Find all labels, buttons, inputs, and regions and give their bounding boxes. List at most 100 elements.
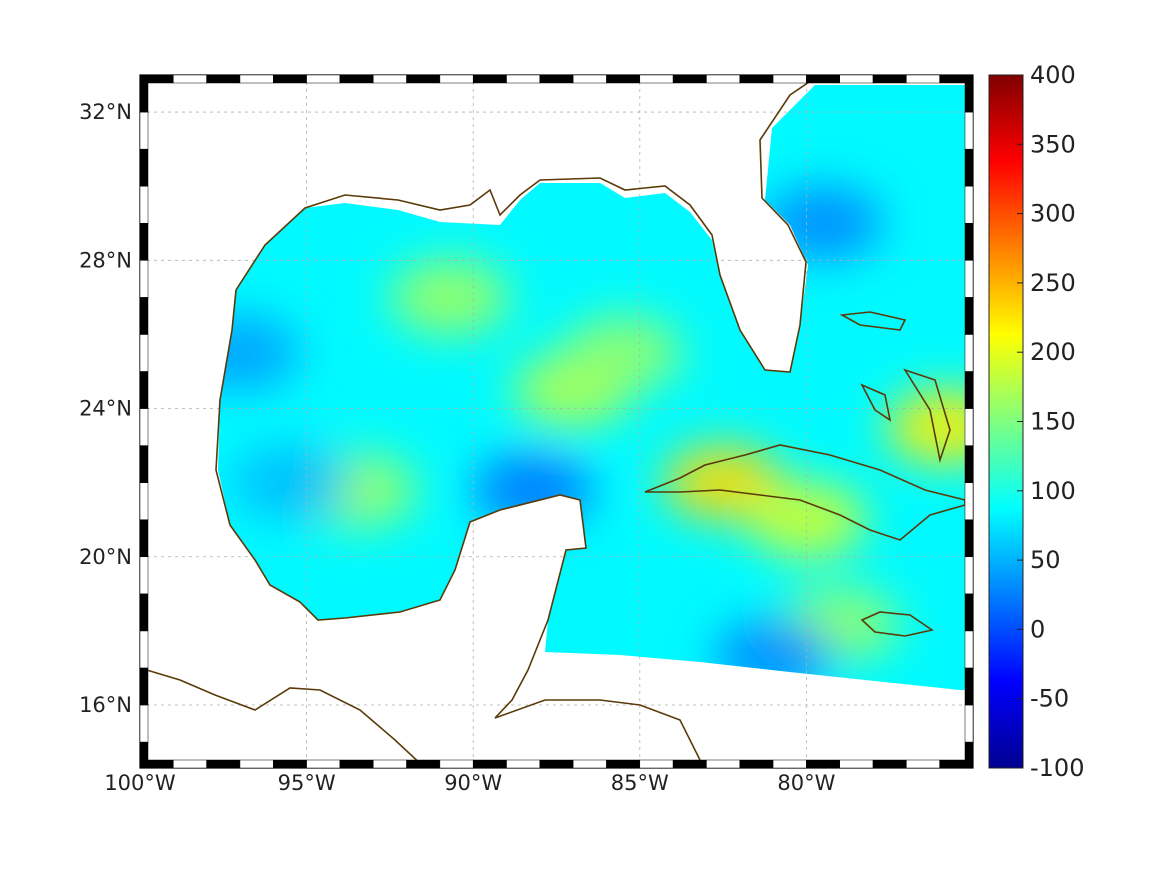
border-segment [964, 704, 974, 743]
colorbar-tick-label: 350 [1030, 130, 1076, 158]
border-segment [739, 759, 774, 769]
border-segment [206, 759, 241, 769]
graticule [140, 75, 973, 768]
border-segment [139, 667, 149, 706]
border-segment [964, 260, 974, 298]
border-segment [139, 111, 149, 150]
border-segment [339, 74, 374, 84]
colorbar-tick-label: -50 [1030, 685, 1069, 713]
border-segment [139, 185, 149, 224]
border-segment [139, 260, 149, 298]
border-segment [806, 74, 840, 84]
border-segment [839, 759, 874, 769]
border-segment [139, 482, 149, 520]
border-segment [139, 741, 149, 769]
latitude-tick-label: 28°N [79, 248, 132, 272]
border-segment [139, 630, 149, 669]
border-segment [173, 759, 207, 769]
gulf-coast-line [215, 289, 587, 719]
border-segment [372, 74, 407, 84]
colorbar-tick-label: 400 [1030, 61, 1076, 89]
longitude-tick-label: 100°W [104, 771, 176, 795]
border-segment [706, 74, 741, 84]
longitude-tick-label: 85°W [611, 771, 669, 795]
border-segment [906, 759, 940, 769]
border-segment [964, 111, 974, 150]
border-segment [539, 74, 574, 84]
frame-border [139, 74, 974, 769]
longitude-tick-label: 80°W [777, 771, 835, 795]
colorbar-tick-label: 200 [1030, 338, 1076, 366]
border-segment [572, 759, 607, 769]
latitude-tick-label: 32°N [79, 100, 132, 124]
border-segment [806, 759, 840, 769]
border-segment [739, 74, 774, 84]
border-segment [273, 74, 307, 84]
border-segment [964, 185, 974, 224]
border-segment [439, 759, 474, 769]
border-segment [964, 593, 974, 632]
border-segment [964, 741, 974, 769]
field-anomaly [389, 259, 510, 336]
border-segment [139, 593, 149, 632]
border-segment [506, 759, 541, 769]
border-segment [639, 74, 674, 84]
border-segment [306, 74, 341, 84]
border-segment [672, 74, 707, 84]
border-segment [964, 297, 974, 335]
latitude-labels: 32°N 28°N 24°N 20°N 16°N [79, 100, 132, 717]
border-segment [506, 74, 541, 84]
border-segment [872, 759, 907, 769]
border-segment [139, 445, 149, 483]
border-segment [406, 759, 441, 769]
border-segment [472, 74, 507, 84]
border-segment [964, 667, 974, 706]
border-segment [139, 148, 149, 187]
border-segment [372, 759, 407, 769]
border-segment [964, 482, 974, 520]
border-segment [672, 759, 707, 769]
border-segment [772, 74, 807, 84]
border-segment [872, 74, 907, 84]
border-segment [964, 519, 974, 558]
jamaica-coast-line [860, 611, 934, 637]
latitude-tick-label: 16°N [79, 693, 132, 717]
coastlines [139, 77, 966, 769]
longitude-tick-label: 90°W [444, 771, 502, 795]
border-segment [139, 371, 149, 409]
border-segment [964, 630, 974, 669]
border-segment [964, 371, 974, 409]
border-segment [139, 704, 149, 743]
latitude-tick-label: 24°N [79, 397, 132, 421]
field-anomaly [663, 444, 784, 521]
bahamas-coast-line [839, 311, 951, 464]
border-segment [239, 759, 274, 769]
border-segment [306, 759, 341, 769]
border-segment [206, 74, 241, 84]
longitude-labels: 100°W 95°W 90°W 85°W 80°W [104, 771, 835, 795]
field-anomaly [229, 444, 350, 521]
central-america-coast-line [139, 667, 701, 769]
border-segment [706, 759, 741, 769]
border-segment [173, 74, 207, 84]
border-segment [606, 74, 641, 84]
border-segment [964, 74, 974, 113]
border-segment [964, 148, 974, 187]
border-segment [964, 445, 974, 483]
border-segment [139, 519, 149, 558]
border-segment [273, 759, 307, 769]
border-segment [964, 334, 974, 372]
border-segment [964, 222, 974, 261]
border-segment [406, 74, 441, 84]
border-segment [139, 334, 149, 372]
colorbar-tick-label: -100 [1030, 754, 1084, 782]
field-anomaly [218, 314, 300, 391]
latitude-tick-label: 20°N [79, 545, 132, 569]
border-segment [906, 74, 940, 84]
colorbar-tick-label: 0 [1030, 615, 1045, 643]
border-segment [439, 74, 474, 84]
border-segment [964, 408, 974, 446]
border-segment [772, 759, 807, 769]
colorbar-tick-label: 50 [1030, 546, 1061, 574]
